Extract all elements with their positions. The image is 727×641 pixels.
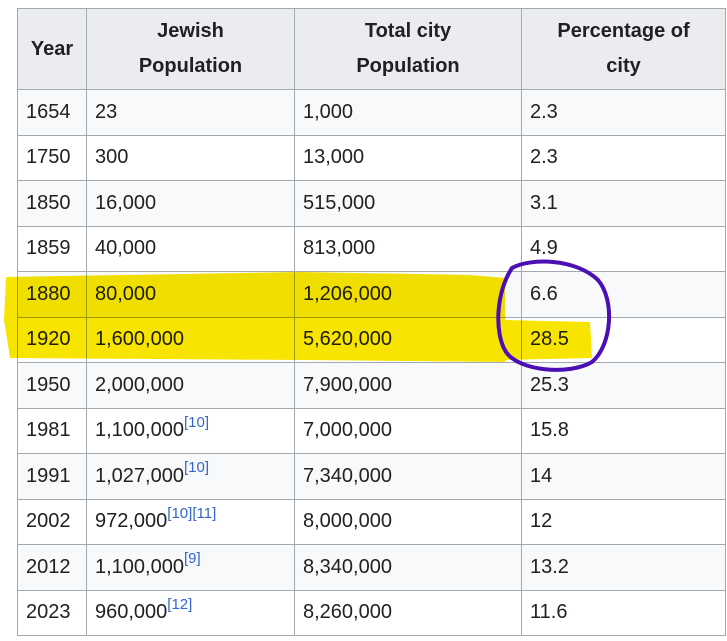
cell-total-city-population: 1,000 [294,89,522,136]
cell-percentage-of-city: 6.6 [521,271,726,318]
reference-superscript: [12] [167,596,192,613]
jewish-population-value: 1,100,000 [95,555,184,578]
cell-year: 1850 [17,180,87,227]
cell-jewish-population: 2,000,000 [86,362,295,409]
reference-superscript: [10] [167,505,192,522]
reference-superscript: [10] [184,459,209,476]
jewish-population-value: 300 [95,146,129,169]
cell-total-city-population: 7,340,000 [294,453,522,500]
reference-link[interactable]: [10] [183,459,210,477]
table-row: 2002 972,000[10][11] 8,000,000 12 [17,498,726,545]
header-line: Population [356,55,460,77]
reference-superscript: [10] [184,414,209,431]
cell-total-city-population: 7,000,000 [294,407,522,454]
cell-percentage-of-city: 3.1 [521,180,726,227]
reference-link[interactable]: [12] [167,595,193,613]
cell-jewish-population: 1,100,000[9] [86,544,295,591]
table-row: 2023 960,000[12] 8,260,000 11.6 [17,589,726,636]
header-line: Percentage of [557,20,690,42]
table-row: 1950 2,000,000 7,900,000 25.3 [17,362,726,409]
cell-jewish-population: 40,000 [86,225,295,272]
jewish-population-value: 23 [95,100,118,123]
cell-jewish-population: 16,000 [86,180,295,227]
cell-year: 1920 [17,316,87,363]
cell-jewish-population: 1,600,000 [86,316,295,363]
table-row: 1880 80,000 1,206,000 6.6 [17,271,726,318]
cell-year: 1750 [17,134,87,181]
cell-jewish-population: 1,027,000[10] [86,453,295,500]
header-line: Total city [364,20,452,42]
jewish-population-value: 16,000 [95,191,157,214]
cell-jewish-population: 23 [86,89,295,136]
reference-link[interactable]: [9] [183,550,201,568]
header-line: Jewish [157,20,224,42]
cell-year: 1859 [17,225,87,272]
cell-total-city-population: 515,000 [294,180,522,227]
jewish-population-value: 972,000 [95,510,168,533]
cell-percentage-of-city: 25.3 [521,362,726,409]
table-row: 1859 40,000 813,000 4.9 [17,225,726,272]
cell-year: 2012 [17,544,87,591]
cell-total-city-population: 13,000 [294,134,522,181]
cell-year: 1880 [17,271,87,318]
jewish-population-value: 1,600,000 [95,328,184,351]
cell-jewish-population: 300 [86,134,295,181]
table-row: 1991 1,027,000[10] 7,340,000 14 [17,453,726,500]
jewish-population-value: 1,027,000 [95,464,184,487]
table-row: 1750 300 13,000 2.3 [17,134,726,181]
table-header-row: Year Jewish Population Total city Populati… [17,8,726,90]
cell-total-city-population: 8,340,000 [294,544,522,591]
header-percentage-of-city[interactable]: Percentage of city [521,8,726,90]
header-line: Population [138,55,243,77]
cell-year: 2023 [17,589,87,636]
cell-jewish-population: 80,000 [86,271,295,318]
cell-year: 1950 [17,362,87,409]
table-row: 1654 23 1,000 2.3 [17,89,726,136]
header-year[interactable]: Year [17,8,87,90]
reference-link[interactable]: [11] [192,504,217,522]
cell-total-city-population: 5,620,000 [294,316,522,363]
population-table-container: Year Jewish Population Total city Populati… [17,8,726,636]
reference-superscript: [9] [184,550,201,567]
reference-superscript: [11] [192,505,216,522]
jewish-population-value: 960,000 [95,601,168,624]
cell-year: 1654 [17,89,87,136]
cell-percentage-of-city: 2.3 [521,89,726,136]
jewish-population-value: 1,100,000 [95,419,184,442]
reference-link[interactable]: [10] [183,413,210,431]
cell-year: 2002 [17,498,87,545]
cell-percentage-of-city: 11.6 [521,589,726,636]
cell-percentage-of-city: 14 [521,453,726,500]
jewish-population-value: 80,000 [95,282,157,305]
table-body: 1654 23 1,000 2.3 1750 300 13,000 2.3 1850 16,000… [17,89,726,636]
cell-total-city-population: 8,260,000 [294,589,522,636]
header-total-city-population[interactable]: Total city Population [294,8,522,90]
cell-total-city-population: 8,000,000 [294,498,522,545]
cell-percentage-of-city: 28.5 [521,316,726,363]
cell-year: 1981 [17,407,87,454]
cell-year: 1991 [17,453,87,500]
header-jewish-population[interactable]: Jewish Population [86,8,295,90]
header-line: city [606,55,641,77]
cell-jewish-population: 972,000[10][11] [86,498,295,545]
population-table: Year Jewish Population Total city Populati… [17,8,726,636]
cell-total-city-population: 7,900,000 [294,362,522,409]
cell-jewish-population: 960,000[12] [86,589,295,636]
jewish-population-value: 2,000,000 [95,373,184,396]
jewish-population-value: 40,000 [95,237,157,260]
cell-percentage-of-city: 13.2 [521,544,726,591]
cell-percentage-of-city: 2.3 [521,134,726,181]
cell-total-city-population: 1,206,000 [294,271,522,318]
table-row: 1981 1,100,000[10] 7,000,000 15.8 [17,407,726,454]
table-row: 1850 16,000 515,000 3.1 [17,180,726,227]
table-row: 2012 1,100,000[9] 8,340,000 13.2 [17,544,726,591]
cell-jewish-population: 1,100,000[10] [86,407,295,454]
cell-percentage-of-city: 15.8 [521,407,726,454]
reference-link[interactable]: [10] [167,504,193,522]
cell-percentage-of-city: 4.9 [521,225,726,272]
table-row: 1920 1,600,000 5,620,000 28.5 [17,316,726,363]
cell-percentage-of-city: 12 [521,498,726,545]
cell-total-city-population: 813,000 [294,225,522,272]
